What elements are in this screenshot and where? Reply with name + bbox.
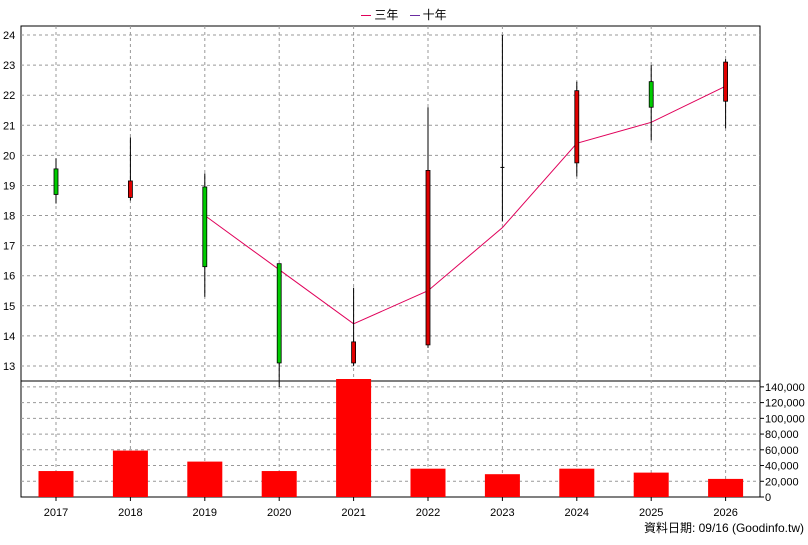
x-tick-label: 2019 — [193, 507, 217, 519]
plot-frame — [20, 25, 761, 498]
price-tick-label: 17 — [3, 241, 15, 253]
price-tick-label: 14 — [3, 331, 15, 343]
candle-body — [723, 61, 728, 102]
x-tick-label: 2023 — [490, 507, 514, 519]
price-tick-label: 20 — [3, 150, 15, 162]
volume-tick-label: 20,000 — [765, 476, 799, 488]
volume-bar — [484, 474, 520, 497]
legend-label-10y: 十年 — [422, 8, 447, 22]
price-tick-label: 21 — [3, 120, 15, 132]
candle-body — [127, 180, 133, 198]
x-tick-label: 2018 — [118, 507, 142, 519]
x-tick-label: 2026 — [713, 507, 737, 519]
legend-label-3y: 三年 — [374, 8, 399, 22]
candle-body — [425, 170, 431, 346]
price-tick-label: 24 — [3, 30, 15, 42]
price-tick-label: 15 — [3, 301, 15, 313]
volume-tick-label: 80,000 — [765, 429, 799, 441]
volume-bar — [410, 468, 446, 497]
volume-bar — [38, 471, 74, 497]
candle-body — [276, 263, 282, 364]
volume-tick-label: 40,000 — [765, 461, 799, 473]
candle-body — [202, 186, 208, 268]
volume-tick-label: 100,000 — [765, 413, 805, 425]
price-tick-label: 22 — [3, 90, 15, 102]
volume-tick-label: 0 — [765, 492, 771, 504]
volume-bar — [187, 461, 223, 497]
legend-item-3y: 三年 — [361, 6, 398, 23]
volume-tick-label: 60,000 — [765, 445, 799, 457]
ma-line-0 — [204, 85, 726, 325]
legend-swatch-10y — [409, 15, 420, 17]
volume-bar — [112, 450, 148, 497]
volume-bar — [336, 379, 372, 497]
candle-body — [574, 90, 580, 164]
x-tick-label: 2021 — [341, 507, 365, 519]
x-tick-label: 2024 — [565, 507, 589, 519]
x-tick-label: 2017 — [44, 507, 68, 519]
volume-tick-label: 120,000 — [765, 398, 805, 410]
price-tick-label: 18 — [3, 211, 15, 223]
price-tick-label: 23 — [3, 60, 15, 72]
volume-tick-label: 140,000 — [765, 382, 805, 394]
candle-body — [53, 168, 59, 195]
volume-bar — [633, 472, 669, 497]
price-tick-label: 16 — [3, 271, 15, 283]
candle-body — [648, 81, 654, 108]
x-tick-label: 2020 — [267, 507, 291, 519]
price-tick-label: 19 — [3, 180, 15, 192]
legend-swatch-3y — [361, 15, 372, 17]
candle-body — [351, 341, 357, 364]
volume-bar — [708, 478, 744, 497]
source-note: 資料日期: 09/16 (Goodinfo.tw) — [643, 521, 804, 535]
volume-bar — [559, 468, 595, 497]
legend-item-10y: 十年 — [409, 6, 447, 23]
x-tick-label: 2025 — [639, 507, 663, 519]
price-tick-label: 13 — [3, 361, 15, 373]
x-tick-label: 2022 — [416, 507, 440, 519]
legend: 三年 十年 — [0, 6, 808, 23]
volume-bar — [261, 471, 297, 497]
